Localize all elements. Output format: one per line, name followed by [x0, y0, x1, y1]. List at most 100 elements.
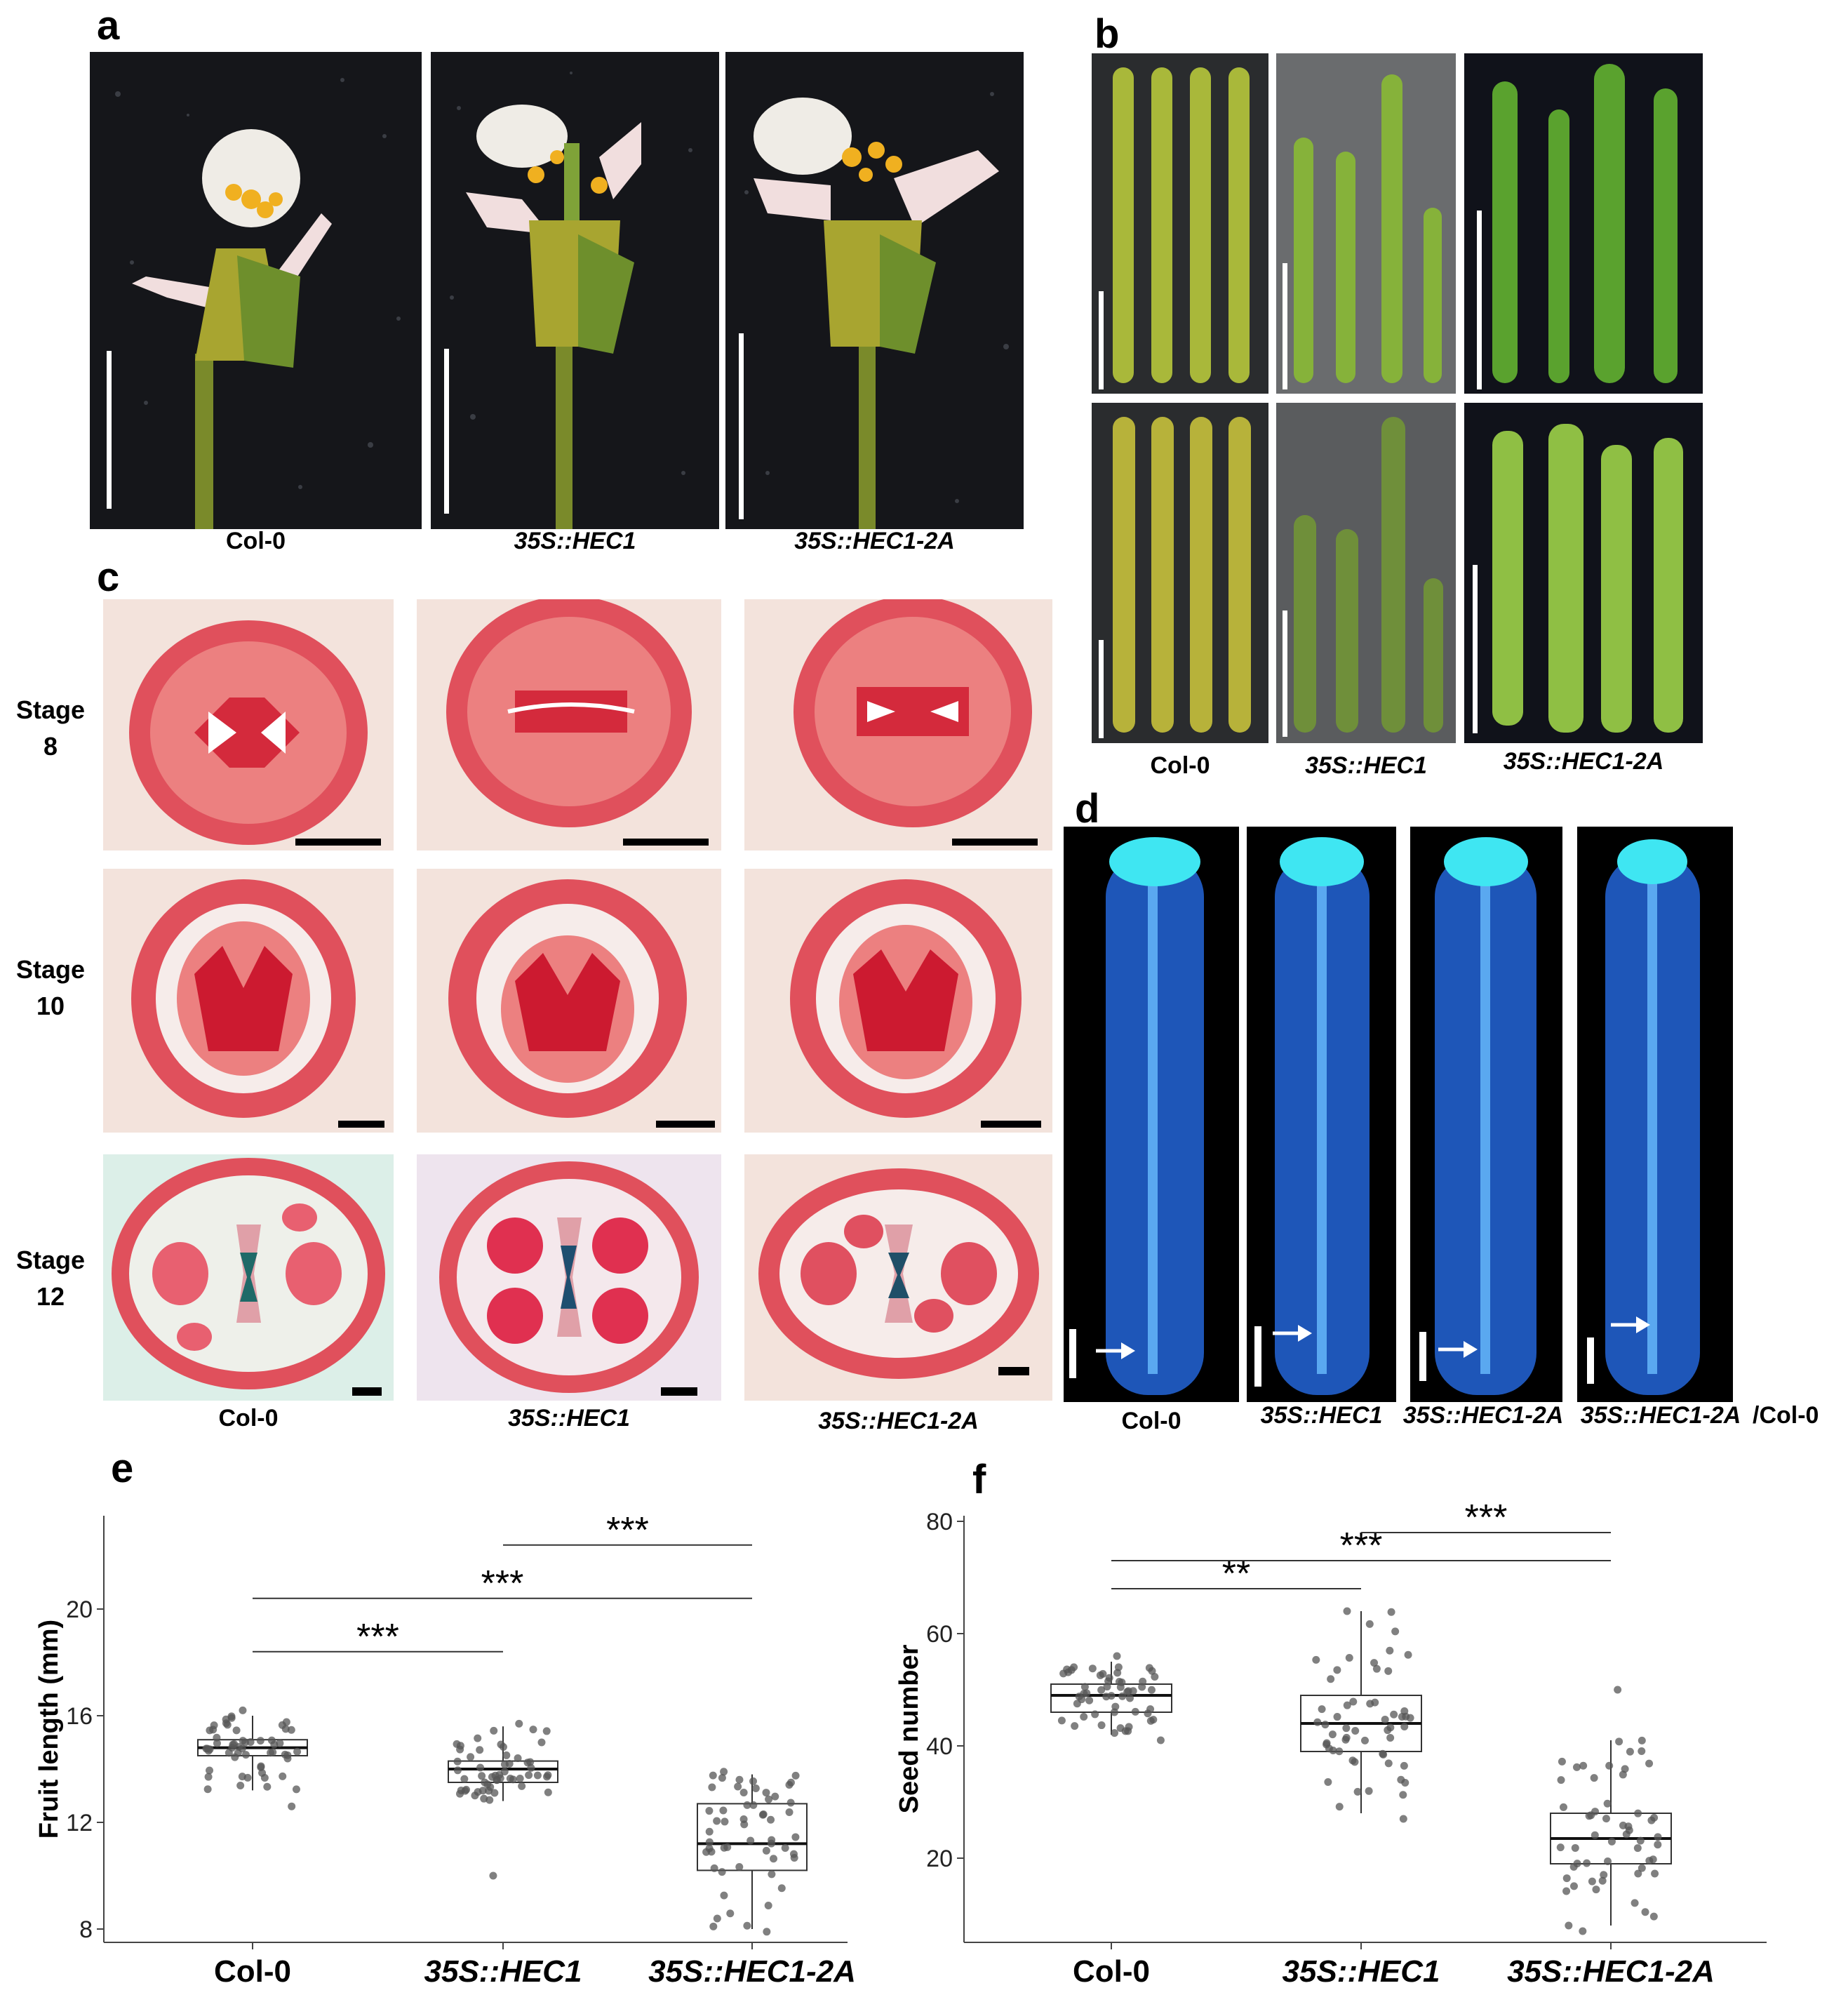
- silique-photo-hec1-top: [1276, 53, 1456, 394]
- fluorescence-photo-hec1-2a: [1410, 827, 1562, 1402]
- data-point: [1318, 1705, 1326, 1714]
- caption-a-hec1-2a: 35S::HEC1-2A: [794, 528, 955, 554]
- section-stage10-hec1-2a: [744, 869, 1052, 1133]
- silique-photo-hec1-bottom: [1276, 403, 1456, 743]
- y-tick-label: 40: [926, 1733, 953, 1760]
- data-point: [467, 1753, 475, 1761]
- data-point: [1641, 1908, 1649, 1916]
- silique-photo-col0-bottom: [1092, 403, 1268, 743]
- data-point: [1649, 1912, 1658, 1921]
- data-point: [258, 1768, 267, 1777]
- data-point: [777, 1884, 786, 1893]
- data-point: [486, 1783, 495, 1792]
- scale-bar: [998, 1367, 1029, 1375]
- data-point: [720, 1768, 728, 1776]
- data-point: [204, 1747, 213, 1755]
- data-point: [526, 1758, 535, 1766]
- data-point: [713, 1817, 721, 1825]
- data-point: [1327, 1675, 1335, 1683]
- data-point: [1573, 1860, 1581, 1868]
- data-point: [1111, 1729, 1119, 1737]
- data-point: [1146, 1716, 1155, 1725]
- data-point: [1129, 1687, 1137, 1695]
- data-point: [270, 1740, 279, 1749]
- data-point: [1131, 1707, 1139, 1716]
- data-point: [768, 1836, 776, 1844]
- silique-photo-hec1-2a-top: [1464, 53, 1703, 394]
- panel-label-d: d: [1075, 786, 1100, 832]
- arrow-icon: [1611, 1316, 1650, 1333]
- data-point: [1335, 1747, 1344, 1756]
- flower-photo-col0: [90, 52, 422, 529]
- data-point: [213, 1733, 221, 1742]
- data-point: [544, 1771, 552, 1780]
- data-point: [1591, 1831, 1599, 1839]
- stage-label-number: 10: [36, 992, 65, 1020]
- data-point: [709, 1771, 717, 1780]
- data-point: [705, 1838, 714, 1846]
- arrow-icon: [1273, 1325, 1312, 1342]
- data-point: [486, 1796, 494, 1804]
- data-point: [1341, 1735, 1350, 1744]
- data-point: [767, 1815, 775, 1824]
- data-point: [515, 1719, 523, 1728]
- data-point: [1147, 1686, 1156, 1694]
- stage-label-number: 8: [43, 732, 58, 761]
- data-point: [1598, 1876, 1607, 1885]
- data-point: [1565, 1921, 1573, 1930]
- scale-bar: [444, 349, 449, 514]
- data-point: [740, 1820, 749, 1829]
- data-point: [488, 1773, 496, 1781]
- y-tick-label: 16: [66, 1703, 93, 1730]
- data-point: [763, 1928, 771, 1936]
- data-point: [1111, 1702, 1120, 1711]
- significance-label: ***: [356, 1617, 399, 1657]
- data-point: [1365, 1787, 1373, 1795]
- data-point: [1365, 1620, 1374, 1628]
- data-point: [533, 1771, 542, 1780]
- data-point: [789, 1850, 798, 1858]
- caption-d-hec1: 35S::HEC1: [1260, 1402, 1383, 1429]
- data-point: [708, 1783, 716, 1792]
- data-point: [762, 1846, 770, 1855]
- x-tick-label: Col-0: [1073, 1954, 1150, 1989]
- data-point: [735, 1775, 744, 1784]
- data-point: [1583, 1859, 1591, 1867]
- data-point: [1097, 1686, 1106, 1694]
- caption-c-hec1-2a: 35S::HEC1-2A: [818, 1408, 979, 1434]
- caption-c-hec1: 35S::HEC1: [508, 1405, 630, 1432]
- significance-label: **: [1222, 1554, 1250, 1594]
- scale-bar: [661, 1387, 697, 1396]
- data-point: [1622, 1830, 1631, 1839]
- panel-label-e: e: [111, 1446, 134, 1491]
- data-point: [293, 1747, 302, 1756]
- scale-bar: [1069, 1329, 1076, 1378]
- data-point: [490, 1726, 498, 1735]
- data-point: [222, 1715, 230, 1723]
- data-point: [1558, 1757, 1566, 1766]
- data-point: [1156, 1736, 1165, 1744]
- data-point: [768, 1870, 776, 1879]
- data-point: [726, 1909, 735, 1918]
- data-point: [1351, 1758, 1359, 1766]
- data-point: [288, 1802, 296, 1810]
- data-point: [1651, 1869, 1659, 1878]
- x-tick-label: 35S::HEC1: [424, 1954, 582, 1989]
- scale-bar: [952, 839, 1038, 846]
- significance-label: ***: [1465, 1497, 1508, 1538]
- data-point: [785, 1808, 794, 1817]
- scale-bar: [107, 351, 112, 509]
- data-point: [1404, 1650, 1412, 1659]
- data-point: [1562, 1887, 1571, 1895]
- data-point: [1645, 1759, 1654, 1768]
- flower-photo-hec1-2a: [725, 52, 1024, 529]
- data-point: [490, 1789, 499, 1797]
- caption-b-hec1-2a: 35S::HEC1-2A: [1503, 748, 1664, 775]
- data-point: [1384, 1667, 1393, 1675]
- data-point: [1559, 1803, 1567, 1811]
- data-point: [1569, 1882, 1578, 1890]
- data-point: [1406, 1714, 1414, 1722]
- flower-photo-hec1: [431, 52, 719, 529]
- data-point: [758, 1810, 767, 1819]
